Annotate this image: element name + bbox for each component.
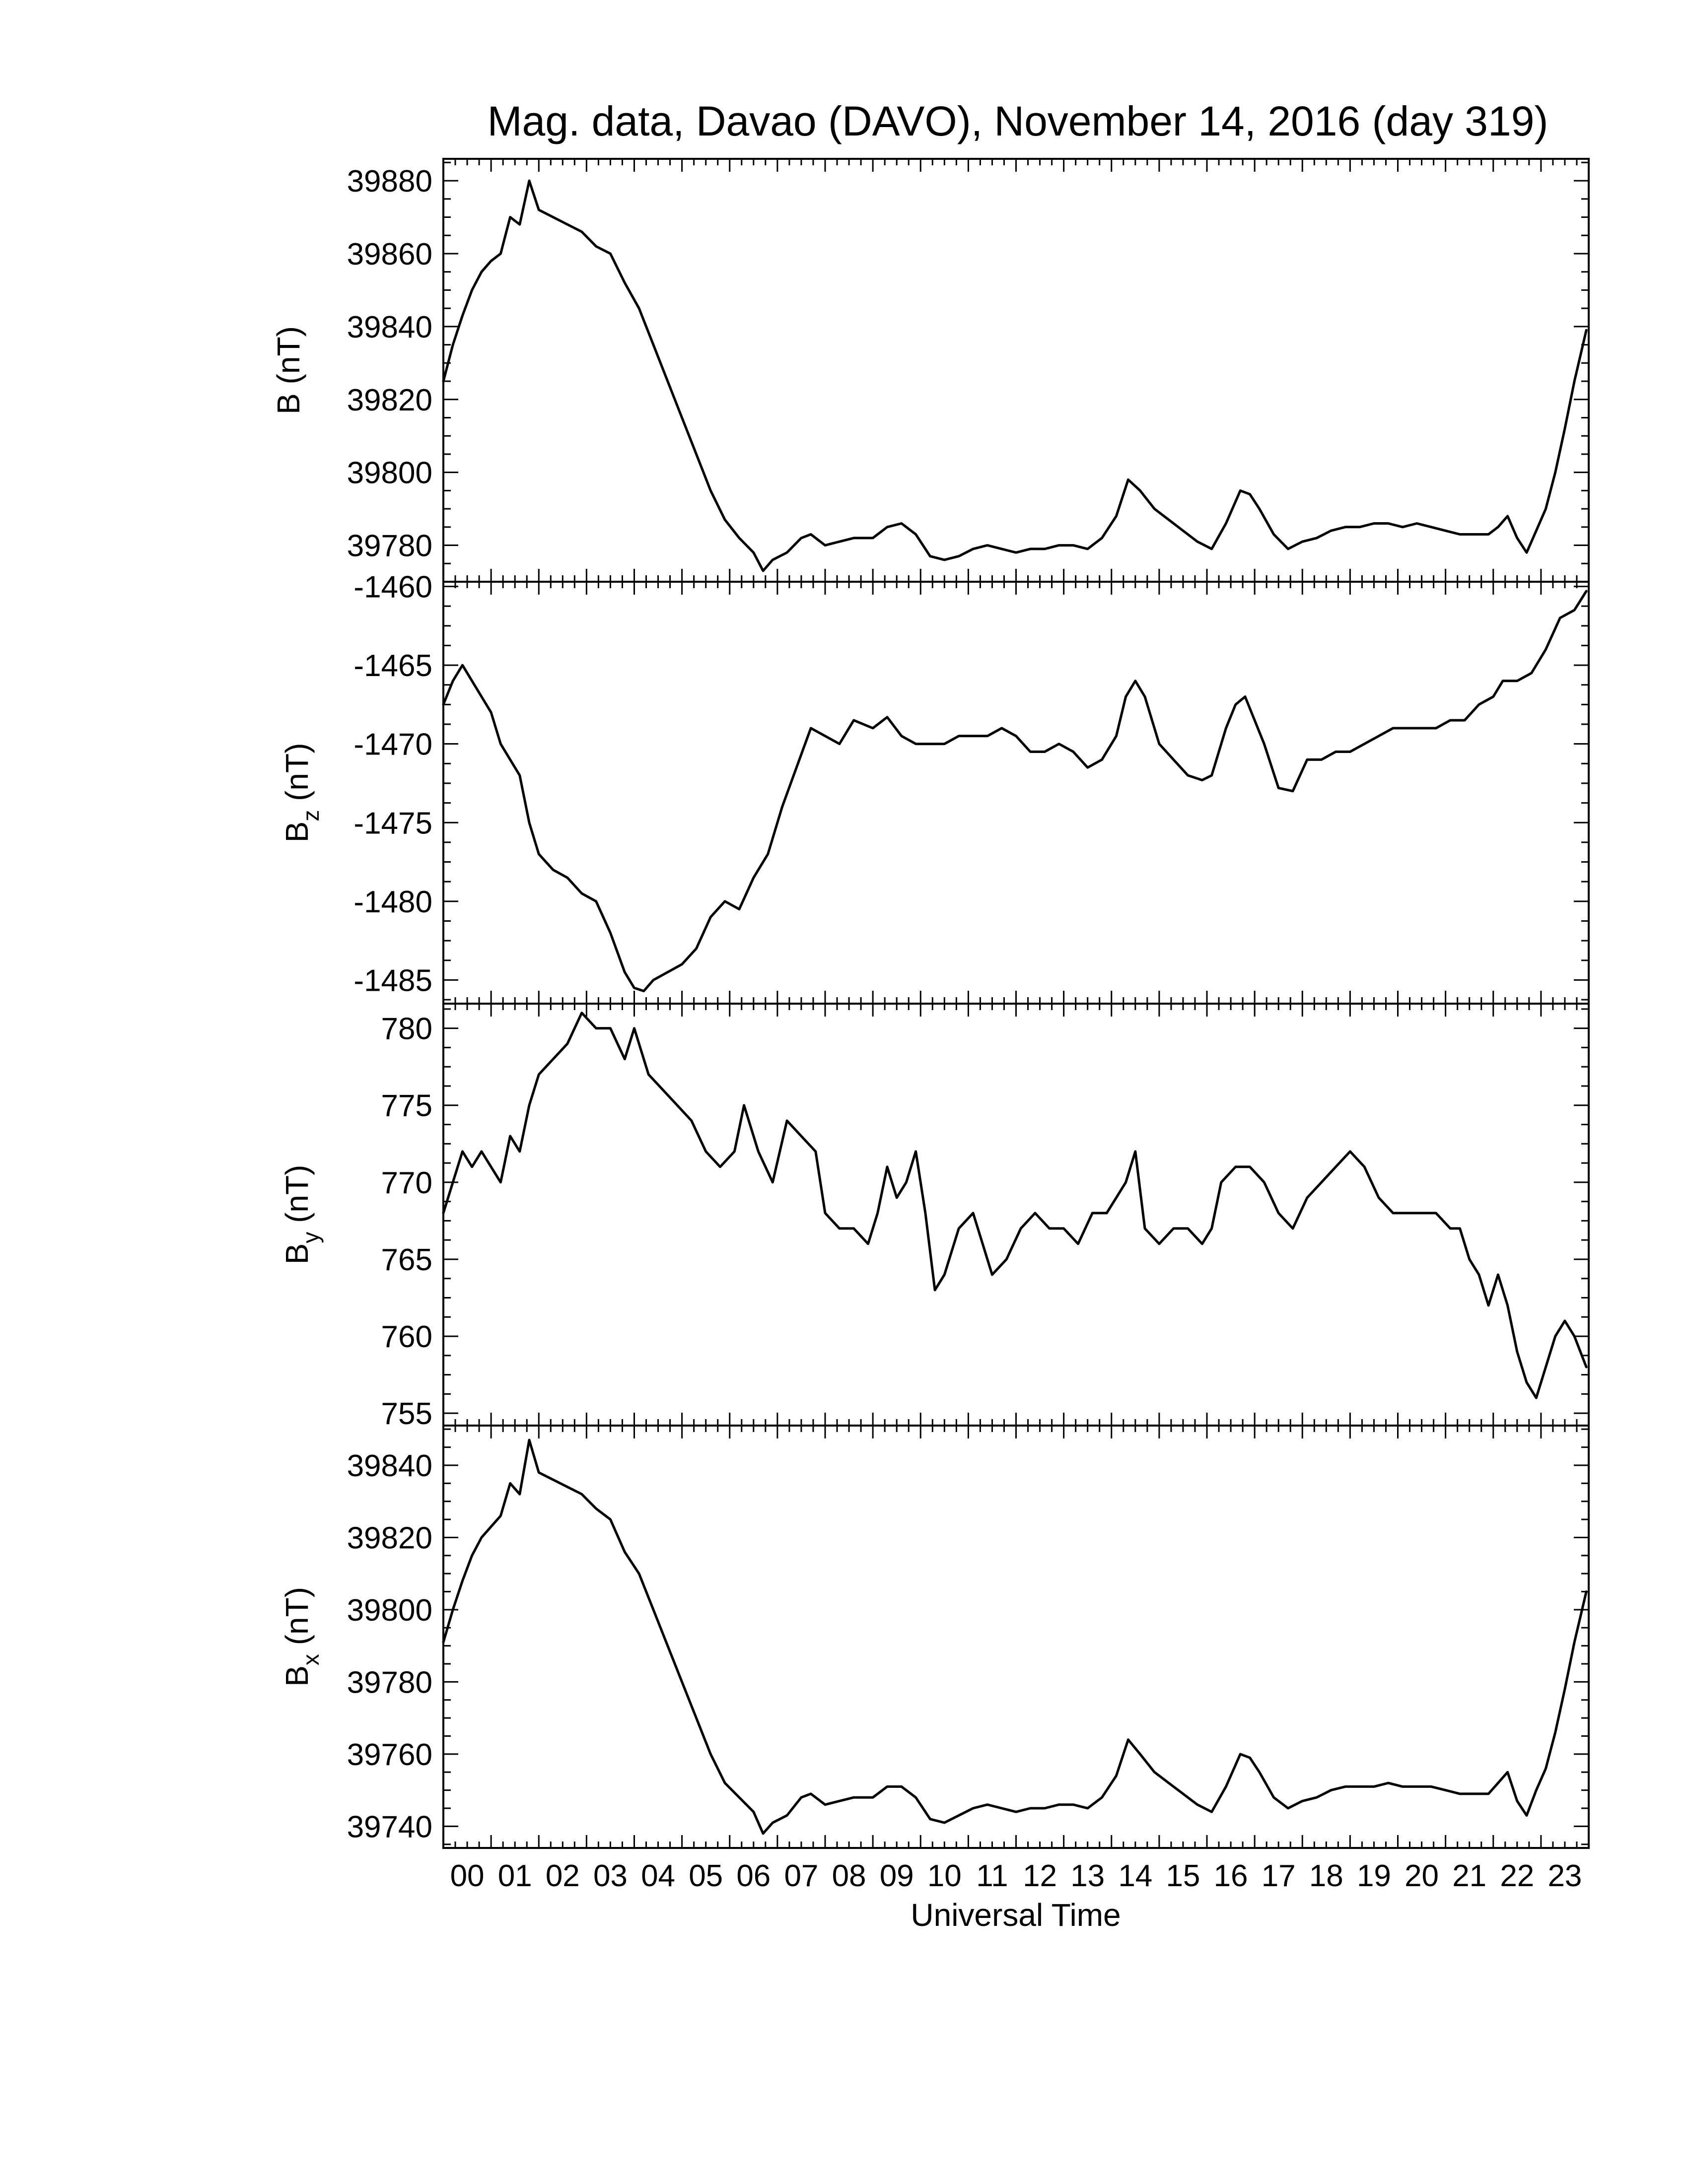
x-tick-label: 23 xyxy=(1547,1859,1582,1893)
x-tick-label: 20 xyxy=(1405,1859,1439,1893)
x-tick-label: 08 xyxy=(832,1859,866,1893)
panel-B: 39780 39800 39820 39840 39860 39880 B (nT) xyxy=(271,158,1590,583)
x-tick-label: 12 xyxy=(1023,1859,1057,1893)
y-tick-label: 39780 xyxy=(347,1665,432,1700)
y-tick-label: 39740 xyxy=(347,1810,432,1844)
x-tick-label: 05 xyxy=(689,1859,723,1893)
y-tick-label: 760 xyxy=(381,1320,432,1354)
y-tick-label: 39780 xyxy=(347,529,432,563)
x-tick-label: 10 xyxy=(927,1859,962,1893)
y-axis-label: B (nT) xyxy=(271,326,306,414)
y-axis-label: Bz (nT) xyxy=(279,743,324,843)
y-tick-label: -1480 xyxy=(353,885,432,919)
series-line-B xyxy=(442,179,1588,572)
x-tick-label: 09 xyxy=(880,1859,914,1893)
series-line-Bx xyxy=(442,1438,1588,1835)
x-tick-label: 02 xyxy=(546,1859,580,1893)
panel-Bz: -1485 -1480 -1475 -1470 -1465 -1460 Bz (nT) xyxy=(279,570,1590,1005)
x-tick-label: 15 xyxy=(1166,1859,1200,1893)
y-tick-label: 39840 xyxy=(347,1449,432,1483)
x-tick-label: 18 xyxy=(1309,1859,1343,1893)
x-tick-label: 22 xyxy=(1500,1859,1534,1893)
x-tick-label: 04 xyxy=(641,1859,675,1893)
x-tick-label: 19 xyxy=(1357,1859,1391,1893)
x-tick-label: 14 xyxy=(1118,1859,1152,1893)
x-axis-label: Universal Time xyxy=(911,1897,1121,1933)
y-tick-label: 755 xyxy=(381,1397,432,1431)
panel-frame xyxy=(442,1003,1590,1427)
x-tick-label: 21 xyxy=(1452,1859,1486,1893)
y-axis-label-unit: (nT) xyxy=(279,743,315,810)
y-tick-label: 775 xyxy=(381,1089,432,1123)
panel-frame xyxy=(442,1425,1590,1849)
y-tick-label: -1485 xyxy=(353,963,432,998)
y-tick-label: 39800 xyxy=(347,456,432,490)
panel-frame xyxy=(442,158,1590,583)
x-tick-label: 03 xyxy=(593,1859,628,1893)
y-axis-label-main: B xyxy=(279,821,315,843)
x-tick-label: 06 xyxy=(736,1859,771,1893)
x-tick-label: 00 xyxy=(450,1859,485,1893)
x-tick-label: 13 xyxy=(1070,1859,1105,1893)
y-axis-label-main: B (nT) xyxy=(271,326,306,414)
y-axis-label: Bx (nT) xyxy=(279,1587,324,1687)
y-axis-label-subscript: x xyxy=(298,1654,324,1665)
y-tick-label: 765 xyxy=(381,1243,432,1277)
y-axis-label-unit: (nT) xyxy=(279,1165,315,1232)
y-tick-label: 39800 xyxy=(347,1593,432,1628)
x-tick-label: 01 xyxy=(498,1859,532,1893)
y-axis-label-main: B xyxy=(279,1243,315,1265)
y-tick-label: -1460 xyxy=(353,570,432,605)
y-tick-label: 39820 xyxy=(347,383,432,417)
y-tick-label: 39760 xyxy=(347,1738,432,1772)
y-tick-label: 39880 xyxy=(347,164,432,199)
x-tick-label: 17 xyxy=(1262,1859,1296,1893)
x-tick-label: 11 xyxy=(976,1859,1008,1893)
y-tick-label: 780 xyxy=(381,1012,432,1046)
y-axis-label-main: B xyxy=(279,1665,315,1687)
y-tick-label: -1475 xyxy=(353,806,432,840)
y-axis-label-subscript: y xyxy=(298,1232,324,1243)
y-axis-label-subscript: z xyxy=(298,810,324,821)
x-tick-label: 16 xyxy=(1214,1859,1248,1893)
x-tick-label: 07 xyxy=(784,1859,818,1893)
y-tick-label: 770 xyxy=(381,1166,432,1200)
y-tick-label: 39820 xyxy=(347,1521,432,1555)
panel-By: 755 760 765 770 775 780 By (nT) xyxy=(279,1003,1590,1431)
panel-Bx: 39740 39760 39780 39800 39820 39840 Bx (nT) xyxy=(279,1425,1590,1849)
y-tick-label: -1465 xyxy=(353,649,432,683)
x-tick-labels: 00 01 02 03 04 05 06 07 08 09 10 11 12 13 14 15 16 17 18 19… xyxy=(450,1859,1582,1893)
y-axis-label: By (nT) xyxy=(279,1165,324,1265)
y-tick-label: 39840 xyxy=(347,310,432,344)
panel-frame xyxy=(442,581,1590,1005)
y-tick-label: -1470 xyxy=(353,728,432,762)
y-tick-label: 39860 xyxy=(347,237,432,272)
y-axis-label-unit: (nT) xyxy=(279,1587,315,1654)
series-line-By xyxy=(442,1012,1588,1399)
series-line-Bz xyxy=(442,590,1588,993)
chart-title: Mag. data, Davao (DAVO), November 14, 20… xyxy=(488,98,1548,144)
